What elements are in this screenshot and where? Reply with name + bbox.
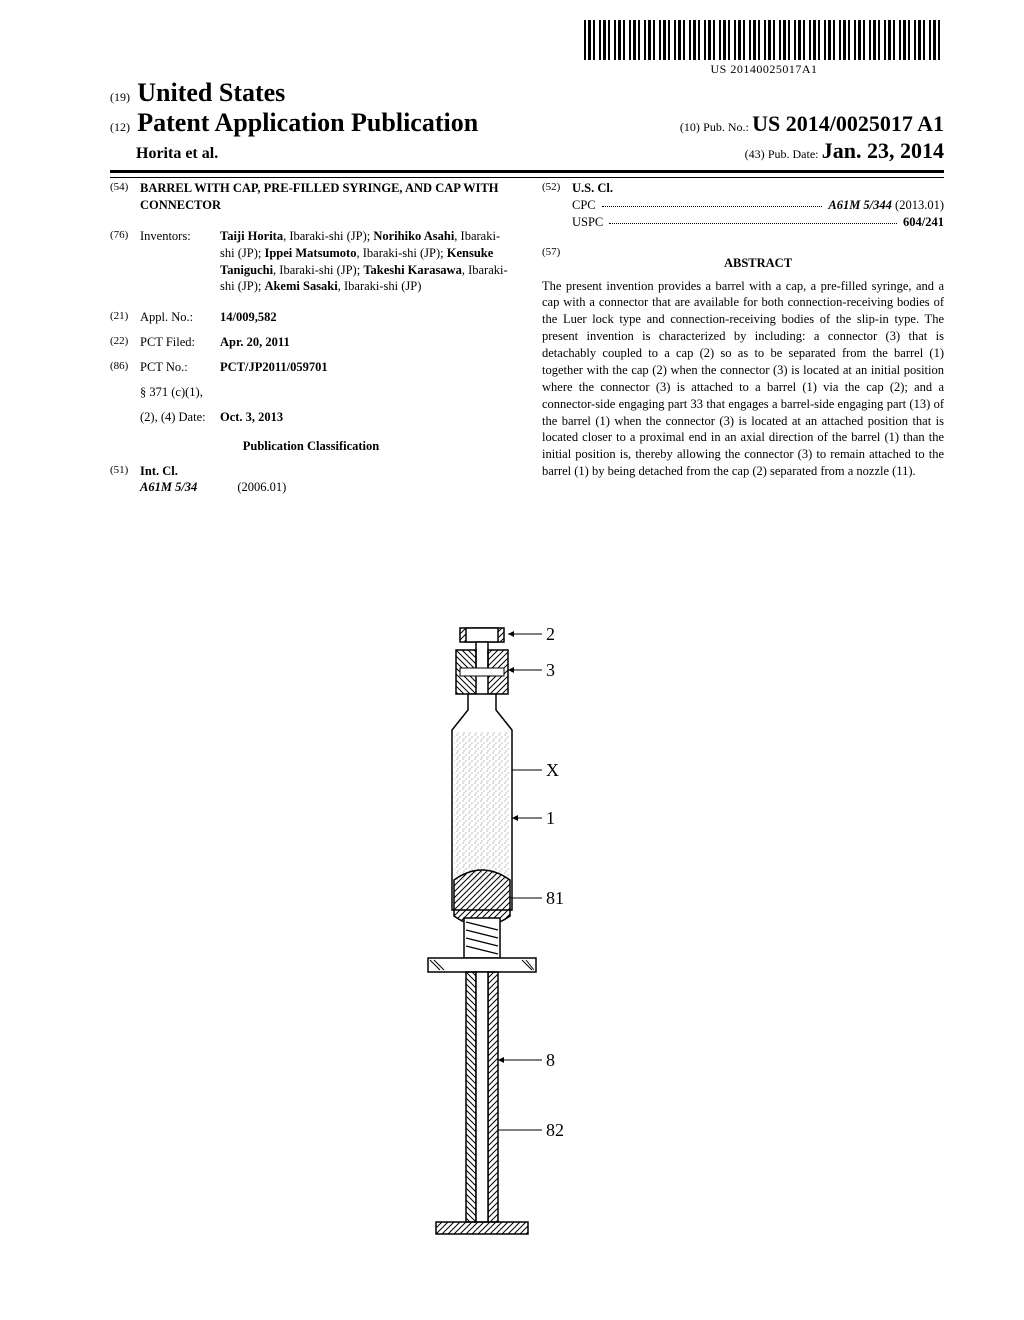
label-81: 81 — [546, 888, 564, 908]
s371-line2: (2), (4) Date: — [140, 409, 220, 426]
code-12: (12) — [110, 120, 130, 134]
pct-no-label: PCT No.: — [140, 359, 220, 376]
code-57: (57) — [542, 245, 572, 278]
authors-line: Horita et al. — [136, 145, 218, 163]
left-column: (54) BARREL WITH CAP, PRE-FILLED SYRINGE… — [110, 180, 512, 504]
cpc-value: A61M 5/344 — [828, 198, 892, 212]
label-1: 1 — [546, 808, 555, 828]
pct-no: PCT/JP2011/059701 — [220, 359, 512, 376]
code-22: (22) — [110, 334, 140, 351]
label-2: 2 — [546, 624, 555, 644]
syringe-diagram: 2 3 X 1 81 8 82 — [372, 620, 652, 1260]
code-21: (21) — [110, 309, 140, 326]
code-10: (10) — [680, 120, 700, 134]
pct-filed: Apr. 20, 2011 — [220, 334, 512, 351]
intcl-label: Int. Cl. — [140, 463, 512, 480]
pub-no: US 2014/0025017 A1 — [752, 111, 944, 136]
biblio-columns: (54) BARREL WITH CAP, PRE-FILLED SYRINGE… — [110, 180, 944, 504]
uspc-value: 604/241 — [903, 214, 944, 231]
uscl-label: U.S. Cl. — [572, 180, 944, 197]
inventors-label: Inventors: — [140, 228, 220, 296]
abstract-heading: ABSTRACT — [572, 255, 944, 272]
abstract-text: The present invention provides a barrel … — [542, 278, 944, 481]
barcode-text: US 20140025017A1 — [584, 62, 944, 77]
classification-heading: Publication Classification — [110, 438, 512, 455]
pub-date: Jan. 23, 2014 — [822, 138, 944, 163]
country-name: United States — [137, 78, 285, 107]
code-76: (76) — [110, 228, 140, 296]
s371-line1: § 371 (c)(1), — [140, 384, 220, 401]
uspc-label: USPC — [572, 214, 603, 231]
code-19: (19) — [110, 90, 130, 104]
barcode-block: US 20140025017A1 — [584, 20, 944, 77]
code-86: (86) — [110, 359, 140, 376]
right-column: (52) U.S. Cl. CPC A61M 5/344 (2013.01) U… — [542, 180, 944, 504]
intcl-code: A61M 5/34 — [140, 479, 197, 496]
dots-2 — [609, 214, 897, 224]
appl-no-label: Appl. No.: — [140, 309, 220, 326]
label-3: 3 — [546, 660, 555, 680]
code-43: (43) — [745, 147, 765, 161]
blank-code-2 — [110, 409, 140, 426]
cpc-date: (2013.01) — [895, 198, 944, 212]
divider-thick — [110, 170, 944, 173]
barcode-graphic — [584, 20, 944, 60]
label-82: 82 — [546, 1120, 564, 1140]
blank-code — [110, 384, 140, 401]
pub-no-label: Pub. No.: — [703, 120, 749, 134]
appl-no: 14/009,582 — [220, 309, 512, 326]
cpc-label: CPC — [572, 197, 596, 214]
patent-title: BARREL WITH CAP, PRE-FILLED SYRINGE, AND… — [140, 180, 512, 214]
code-51: (51) — [110, 463, 140, 497]
dots-1 — [602, 197, 823, 207]
pub-date-label: Pub. Date: — [768, 147, 819, 161]
publication-type: Patent Application Publication — [137, 108, 478, 137]
divider-thin — [110, 177, 944, 178]
label-8: 8 — [546, 1050, 555, 1070]
code-54: (54) — [110, 180, 140, 214]
pct-filed-label: PCT Filed: — [140, 334, 220, 351]
patent-figure: 2 3 X 1 81 8 82 — [0, 620, 1024, 1260]
label-x: X — [546, 760, 559, 780]
inventors-list: Taiji Horita, Ibaraki-shi (JP); Norihiko… — [220, 228, 512, 296]
document-header: (19) United States (12) Patent Applicati… — [110, 78, 944, 192]
code-52: (52) — [542, 180, 572, 231]
intcl-date: (2006.01) — [237, 479, 286, 496]
s371-date: Oct. 3, 2013 — [220, 409, 512, 426]
